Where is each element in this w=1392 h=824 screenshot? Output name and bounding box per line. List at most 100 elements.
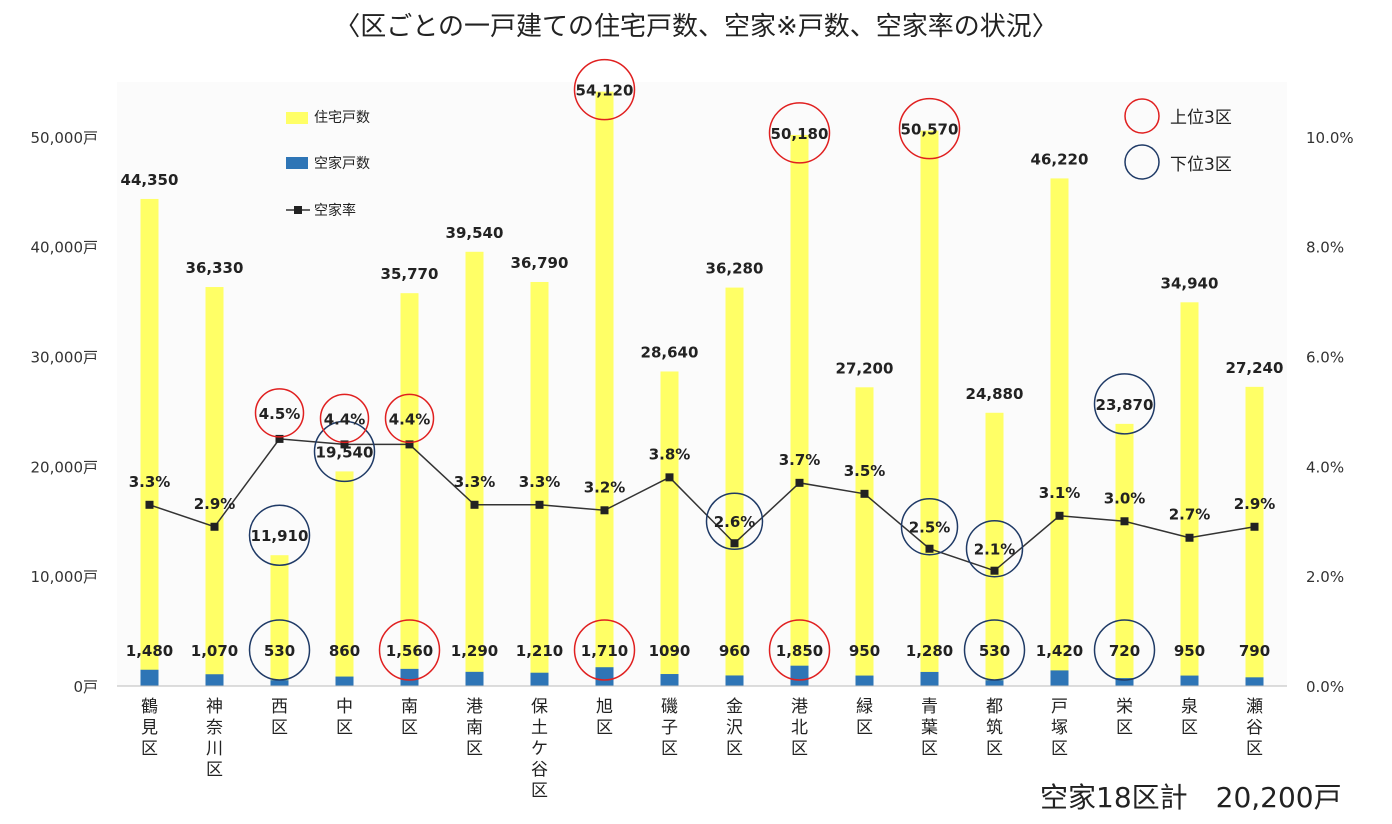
- housing-value-label: 39,540: [446, 224, 504, 242]
- housing-bar: [1245, 386, 1264, 686]
- rate-value-label: 2.9%: [194, 495, 236, 513]
- vacant-bar: [660, 674, 679, 686]
- top3-highlight-circle: [254, 388, 305, 438]
- vacant-bar: [465, 671, 484, 686]
- category-label: 神奈川区: [206, 697, 223, 780]
- vacant-bar: [1050, 670, 1069, 686]
- vacant-bar: [1115, 678, 1134, 686]
- top3-highlight-circle: [384, 393, 435, 444]
- rate-value-label: 3.3%: [519, 473, 561, 491]
- vacant-bar: [920, 671, 939, 686]
- vacant-value-label: 1090: [649, 642, 691, 660]
- y2-tick-label: 6.0%: [1306, 349, 1344, 367]
- housing-bar: [140, 198, 159, 686]
- category-label: 戸塚区: [1051, 697, 1068, 759]
- y-tick-label: 10,000戸: [31, 568, 99, 586]
- rate-value-label: 4.5%: [259, 405, 301, 423]
- y-tick-label: 20,000戸: [31, 458, 99, 476]
- rate-point: [1120, 517, 1129, 526]
- rate-value-label: 2.5%: [909, 519, 951, 537]
- housing-bar: [1050, 178, 1069, 687]
- y2-tick-label: 0.0%: [1306, 678, 1344, 696]
- top3-highlight-circle: [573, 58, 636, 121]
- rate-point: [1185, 533, 1194, 542]
- rate-point: [535, 500, 544, 509]
- housing-value-label: 11,910: [251, 527, 309, 545]
- vacant-bar: [595, 667, 614, 686]
- vacant-bar: [1180, 675, 1199, 686]
- bottom3-highlight-circle: [900, 497, 959, 556]
- category-label: 保土ケ谷区: [531, 697, 548, 801]
- vacant-bar: [855, 675, 874, 686]
- legend-bottom3-circle: [1124, 144, 1160, 180]
- top3-highlight-circle: [319, 393, 370, 444]
- category-label: 磯子区: [661, 697, 678, 759]
- y2-tick-label: 10.0%: [1306, 129, 1354, 147]
- rate-point: [600, 506, 609, 515]
- housing-value-label: 28,640: [641, 343, 699, 361]
- vacant-value-label: 1,560: [386, 642, 433, 660]
- housing-value-label: 54,120: [576, 82, 634, 100]
- housing-value-label: 27,240: [1226, 359, 1284, 377]
- legend-housing-label: 住宅戸数: [314, 110, 370, 126]
- page-title: 〈区ごとの一戸建ての住宅戸数、空家※戸数、空家率の状況〉: [334, 12, 1058, 42]
- rate-point: [210, 522, 219, 531]
- housing-bar: [1180, 302, 1199, 686]
- vacant-value-label: 1,480: [126, 642, 173, 660]
- vacant-value-label: 790: [1239, 642, 1270, 660]
- housing-bar: [790, 134, 809, 686]
- vacant-value-label: 950: [1174, 642, 1205, 660]
- category-label: 中区: [336, 697, 353, 738]
- legend-top3-circle: [1124, 98, 1160, 134]
- rate-point: [340, 440, 349, 449]
- vacant-bar: [530, 672, 549, 686]
- rate-point: [990, 566, 999, 575]
- vacant-value-label: 950: [849, 642, 880, 660]
- housing-value-label: 34,940: [1161, 274, 1219, 292]
- vacant-value-label: 1,850: [776, 642, 823, 660]
- bottom3-highlight-circle: [1093, 619, 1156, 681]
- vacant-value-label: 860: [329, 642, 360, 660]
- rate-value-label: 3.0%: [1104, 489, 1146, 507]
- vacant-value-label: 530: [264, 642, 295, 660]
- vacant-value-label: 1,710: [581, 642, 628, 660]
- housing-value-label: 50,180: [771, 125, 829, 143]
- housing-value-label: 23,870: [1096, 396, 1154, 414]
- rate-value-label: 3.3%: [129, 473, 171, 491]
- vacant-bar: [790, 665, 809, 686]
- housing-value-label: 36,330: [186, 259, 244, 277]
- rate-point: [1250, 522, 1259, 531]
- housing-value-label: 36,280: [706, 260, 764, 278]
- y2-tick-label: 4.0%: [1306, 458, 1344, 476]
- category-label: 港南区: [466, 697, 483, 759]
- rate-value-label: 3.8%: [649, 445, 691, 463]
- category-label: 鶴見区: [141, 697, 158, 759]
- rate-point: [1055, 511, 1064, 520]
- vacant-bar: [985, 680, 1004, 686]
- housing-bar: [595, 91, 614, 686]
- housing-bar: [205, 287, 224, 686]
- vacant-value-label: 1,210: [516, 642, 563, 660]
- housing-bar: [855, 387, 874, 686]
- rate-point: [860, 489, 869, 498]
- vacant-value-label: 530: [979, 642, 1010, 660]
- rate-point: [145, 500, 154, 509]
- rate-value-label: 3.2%: [584, 478, 626, 496]
- housing-value-label: 46,220: [1031, 150, 1089, 168]
- vacant-value-label: 1,070: [191, 642, 238, 660]
- housing-bar: [660, 371, 679, 686]
- bottom3-highlight-circle: [965, 519, 1024, 578]
- rate-point: [665, 473, 674, 482]
- rate-value-label: 2.9%: [1234, 495, 1276, 513]
- y-tick-label: 30,000戸: [31, 349, 99, 367]
- rate-point: [275, 434, 284, 443]
- category-label: 瀬谷区: [1246, 697, 1263, 759]
- category-label: 西区: [271, 697, 288, 738]
- category-label: 泉区: [1181, 697, 1198, 738]
- vacant-value-label: 1,280: [906, 642, 953, 660]
- vacant-value-label: 1,420: [1036, 642, 1083, 660]
- bottom3-highlight-circle: [248, 504, 311, 566]
- vacant-bar: [270, 680, 289, 686]
- plot-area: [117, 82, 1287, 686]
